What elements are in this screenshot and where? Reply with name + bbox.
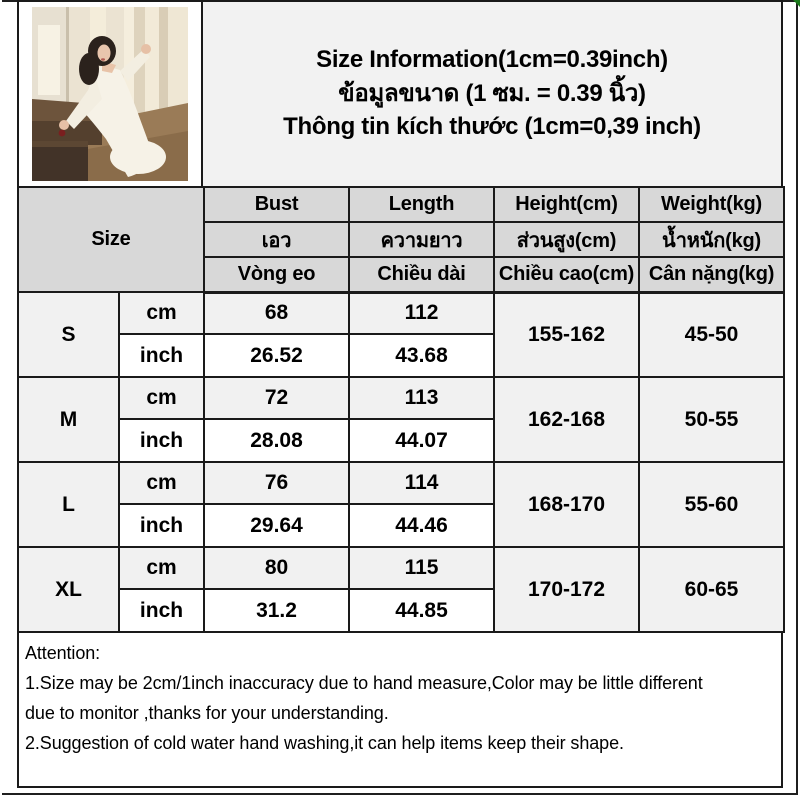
unit-cell-cm: cm bbox=[117, 291, 206, 335]
size-chart-table: Size Bust Length Height(cm) Weight(kg) เ… bbox=[16, 186, 786, 633]
value-length-cm: 114 bbox=[348, 461, 496, 505]
table-row-l-cm: L cm 76 114 168-170 55-60 bbox=[17, 461, 786, 548]
header-height-en: Height(cm) bbox=[493, 186, 641, 223]
title-thai: ข้อมูลขนาด (1 ซม. = 0.39 นิ้ว) bbox=[338, 79, 646, 107]
value-length-inch: 44.46 bbox=[348, 503, 496, 548]
product-photo bbox=[32, 7, 188, 181]
unit-cell-inch: inch bbox=[117, 333, 206, 378]
header-bust-th: เอว bbox=[203, 221, 351, 258]
unit-cell-inch: inch bbox=[117, 588, 206, 633]
value-bust-inch: 31.2 bbox=[203, 588, 351, 633]
value-weight: 45-50 bbox=[638, 291, 786, 378]
value-length-cm: 115 bbox=[348, 546, 496, 590]
unit-cell-inch: inch bbox=[117, 503, 206, 548]
size-cell-l: L bbox=[17, 461, 120, 548]
attention-text-line: 1.Size may be 2cm/1inch inaccuracy due t… bbox=[25, 673, 703, 693]
attention-heading: Attention: bbox=[25, 643, 101, 663]
value-bust-inch: 26.52 bbox=[203, 333, 351, 378]
header-height-vi: Chiều cao(cm) bbox=[493, 256, 641, 294]
attention-text-line: due to monitor ,thanks for your understa… bbox=[25, 703, 389, 723]
title-english: Size Information(1cm=0.39inch) bbox=[316, 46, 668, 74]
size-cell-xl: XL bbox=[17, 546, 120, 633]
value-bust-cm: 68 bbox=[203, 291, 351, 335]
product-photo-cell bbox=[19, 2, 203, 186]
content-box: Size Information(1cm=0.39inch) ข้อมูลขนา… bbox=[16, 0, 786, 788]
table-row-s-cm: S cm 68 112 155-162 45-50 bbox=[17, 291, 786, 378]
value-height: 170-172 bbox=[493, 546, 641, 633]
size-corner-label: Size bbox=[16, 186, 206, 293]
attention-text-line: 2.Suggestion of cold water hand washing,… bbox=[25, 733, 624, 753]
value-height: 168-170 bbox=[493, 461, 641, 548]
header-length-vi: Chiều dài bbox=[348, 256, 496, 294]
value-length-inch: 44.85 bbox=[348, 588, 496, 633]
value-bust-cm: 72 bbox=[203, 376, 351, 420]
title-vietnamese: Thông tin kích thước (1cm=0,39 inch) bbox=[283, 113, 701, 141]
table-row-xl-cm: XL cm 80 115 170-172 60-65 bbox=[17, 546, 786, 633]
attention-note: Attention: 1.Size may be 2cm/1inch inacc… bbox=[17, 633, 783, 788]
value-bust-inch: 28.08 bbox=[203, 418, 351, 463]
unit-cell-cm: cm bbox=[117, 461, 206, 505]
header-bust-vi: Vòng eo bbox=[203, 256, 351, 294]
header-section: Size Information(1cm=0.39inch) ข้อมูลขนา… bbox=[17, 0, 783, 186]
value-length-inch: 44.07 bbox=[348, 418, 496, 463]
value-weight: 60-65 bbox=[638, 546, 786, 633]
value-bust-cm: 80 bbox=[203, 546, 351, 590]
size-information-title: Size Information(1cm=0.39inch) ข้อมูลขนา… bbox=[203, 2, 781, 186]
table-row-xl-inch: inch 31.2 44.85 bbox=[18, 588, 784, 633]
table-row-s-inch: inch 26.52 43.68 bbox=[18, 333, 784, 378]
value-weight: 55-60 bbox=[638, 461, 786, 548]
header-weight-en: Weight(kg) bbox=[638, 186, 786, 223]
header-weight-vi: Cân nặng(kg) bbox=[638, 256, 786, 294]
value-bust-inch: 29.64 bbox=[203, 503, 351, 548]
size-cell-m: M bbox=[17, 376, 120, 463]
header-height-th: ส่วนสูง(cm) bbox=[493, 221, 641, 258]
value-height: 162-168 bbox=[493, 376, 641, 463]
value-bust-cm: 76 bbox=[203, 461, 351, 505]
value-length-cm: 113 bbox=[348, 376, 496, 420]
value-weight: 50-55 bbox=[638, 376, 786, 463]
size-cell-s: S bbox=[17, 291, 120, 378]
table-row-m-inch: inch 28.08 44.07 bbox=[18, 418, 784, 463]
unit-cell-cm: cm bbox=[117, 376, 206, 420]
table-row-l-inch: inch 29.64 44.46 bbox=[18, 503, 784, 548]
header-length-th: ความยาว bbox=[348, 221, 496, 258]
unit-cell-inch: inch bbox=[117, 418, 206, 463]
size-chart-header: Size Bust Length Height(cm) Weight(kg) เ… bbox=[16, 186, 786, 294]
green-corner-accent-right bbox=[793, 0, 800, 7]
value-length-inch: 43.68 bbox=[348, 333, 496, 378]
value-length-cm: 112 bbox=[348, 291, 496, 335]
header-weight-th: น้ำหนัก(kg) bbox=[638, 221, 786, 258]
table-row-m-cm: M cm 72 113 162-168 50-55 bbox=[17, 376, 786, 463]
header-bust-en: Bust bbox=[203, 186, 351, 223]
size-chart-body: S cm 68 112 155-162 45-50 inch 26.52 43.… bbox=[17, 291, 786, 633]
header-length-en: Length bbox=[348, 186, 496, 223]
unit-cell-cm: cm bbox=[117, 546, 206, 590]
value-height: 155-162 bbox=[493, 291, 641, 378]
